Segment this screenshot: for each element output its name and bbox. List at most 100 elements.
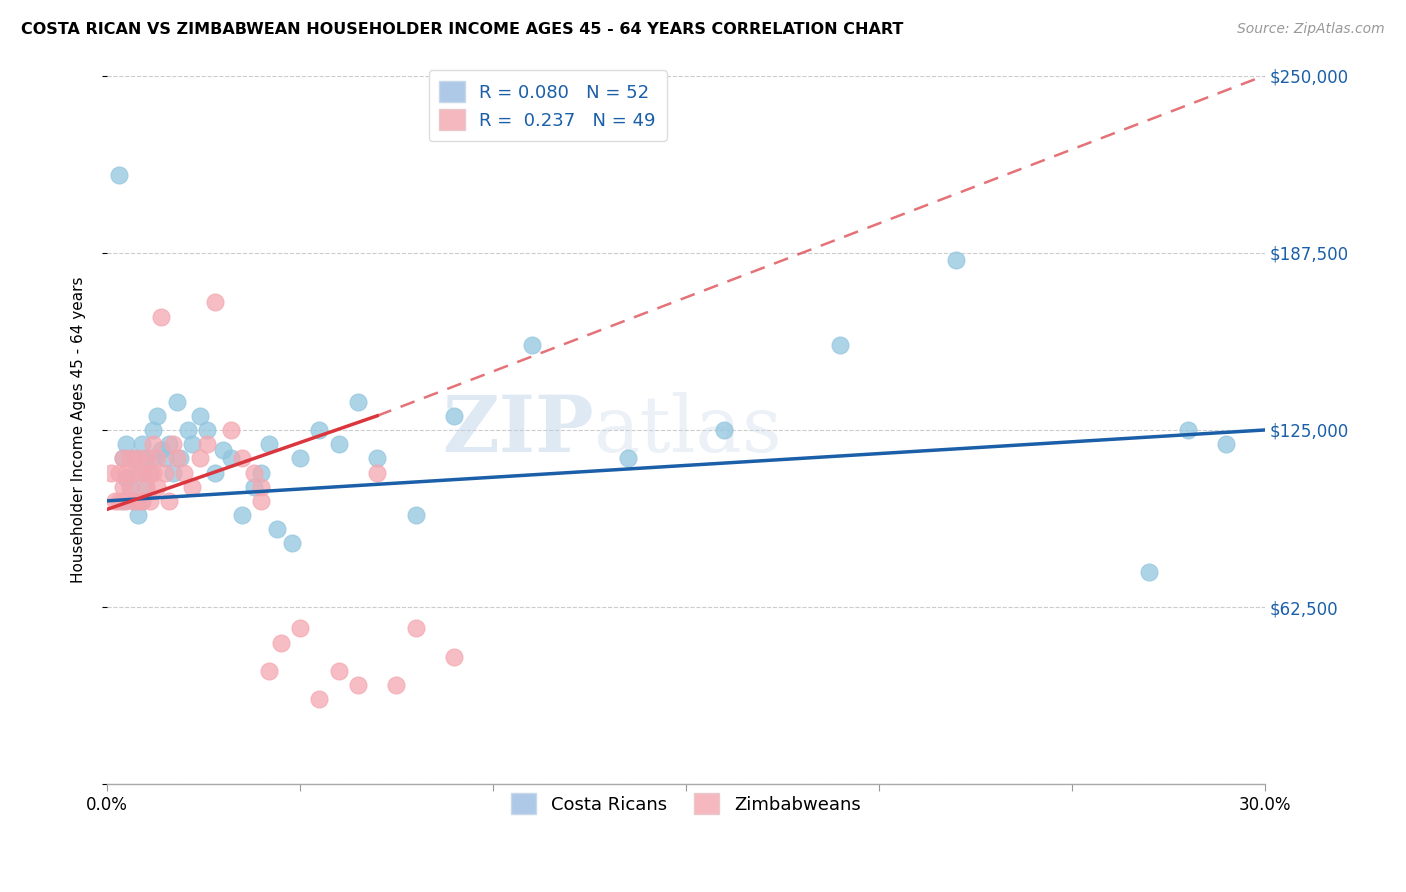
Point xyxy=(219,423,242,437)
Point xyxy=(385,678,408,692)
Point xyxy=(266,522,288,536)
Point xyxy=(169,451,191,466)
Point xyxy=(250,466,273,480)
Point xyxy=(242,480,264,494)
Point xyxy=(131,437,153,451)
Point xyxy=(153,466,176,480)
Point xyxy=(115,437,138,451)
Point xyxy=(366,466,388,480)
Point xyxy=(181,437,204,451)
Point xyxy=(443,409,465,423)
Point xyxy=(281,536,304,550)
Point xyxy=(135,451,157,466)
Point xyxy=(308,423,330,437)
Point xyxy=(122,466,145,480)
Point xyxy=(257,664,280,678)
Point xyxy=(115,494,138,508)
Point xyxy=(204,295,226,310)
Point xyxy=(405,622,427,636)
Point xyxy=(107,494,129,508)
Point xyxy=(1215,437,1237,451)
Point xyxy=(250,480,273,494)
Point xyxy=(250,494,273,508)
Text: Source: ZipAtlas.com: Source: ZipAtlas.com xyxy=(1237,22,1385,37)
Point xyxy=(197,437,219,451)
Point xyxy=(830,338,852,352)
Point xyxy=(115,466,138,480)
Point xyxy=(157,437,180,451)
Point xyxy=(188,409,211,423)
Point xyxy=(520,338,543,352)
Point xyxy=(138,494,160,508)
Point xyxy=(115,471,138,485)
Point xyxy=(111,451,134,466)
Point xyxy=(142,451,165,466)
Point xyxy=(111,494,134,508)
Point xyxy=(257,437,280,451)
Point xyxy=(173,466,195,480)
Point xyxy=(142,423,165,437)
Point xyxy=(288,622,311,636)
Point xyxy=(443,649,465,664)
Point xyxy=(219,451,242,466)
Point xyxy=(142,437,165,451)
Point xyxy=(162,466,184,480)
Point xyxy=(100,466,122,480)
Point xyxy=(405,508,427,522)
Point xyxy=(120,480,142,494)
Point xyxy=(122,451,145,466)
Point xyxy=(142,466,165,480)
Point xyxy=(127,494,149,508)
Point xyxy=(347,394,370,409)
Point xyxy=(366,451,388,466)
Point xyxy=(131,494,153,508)
Point xyxy=(1137,565,1160,579)
Point xyxy=(242,466,264,480)
Point xyxy=(231,451,253,466)
Point xyxy=(127,508,149,522)
Point xyxy=(111,480,134,494)
Point xyxy=(617,451,640,466)
Point xyxy=(135,480,157,494)
Point xyxy=(127,451,149,466)
Point xyxy=(150,310,173,324)
Point xyxy=(945,252,967,267)
Point xyxy=(157,494,180,508)
Point xyxy=(211,442,233,457)
Point xyxy=(122,494,145,508)
Point xyxy=(166,394,188,409)
Point xyxy=(150,442,173,457)
Point xyxy=(713,423,735,437)
Point xyxy=(120,480,142,494)
Point xyxy=(1177,423,1199,437)
Point xyxy=(162,437,184,451)
Point xyxy=(107,466,129,480)
Text: ZIP: ZIP xyxy=(441,392,593,468)
Point xyxy=(328,437,350,451)
Point xyxy=(231,508,253,522)
Point xyxy=(127,466,149,480)
Point xyxy=(131,466,153,480)
Point xyxy=(270,635,292,649)
Point xyxy=(120,451,142,466)
Point xyxy=(135,480,157,494)
Text: COSTA RICAN VS ZIMBABWEAN HOUSEHOLDER INCOME AGES 45 - 64 YEARS CORRELATION CHAR: COSTA RICAN VS ZIMBABWEAN HOUSEHOLDER IN… xyxy=(21,22,904,37)
Point xyxy=(111,451,134,466)
Point xyxy=(288,451,311,466)
Legend: Costa Ricans, Zimbabweans: Costa Ricans, Zimbabweans xyxy=(501,782,872,825)
Point xyxy=(308,692,330,706)
Point xyxy=(197,423,219,437)
Point xyxy=(131,494,153,508)
Point xyxy=(146,451,169,466)
Point xyxy=(146,480,169,494)
Point xyxy=(107,168,129,182)
Point xyxy=(166,451,188,466)
Y-axis label: Householder Income Ages 45 - 64 years: Householder Income Ages 45 - 64 years xyxy=(72,277,86,583)
Point xyxy=(104,494,127,508)
Point xyxy=(153,451,176,466)
Point xyxy=(347,678,370,692)
Point xyxy=(188,451,211,466)
Text: atlas: atlas xyxy=(593,392,782,468)
Point xyxy=(138,466,160,480)
Point xyxy=(122,494,145,508)
